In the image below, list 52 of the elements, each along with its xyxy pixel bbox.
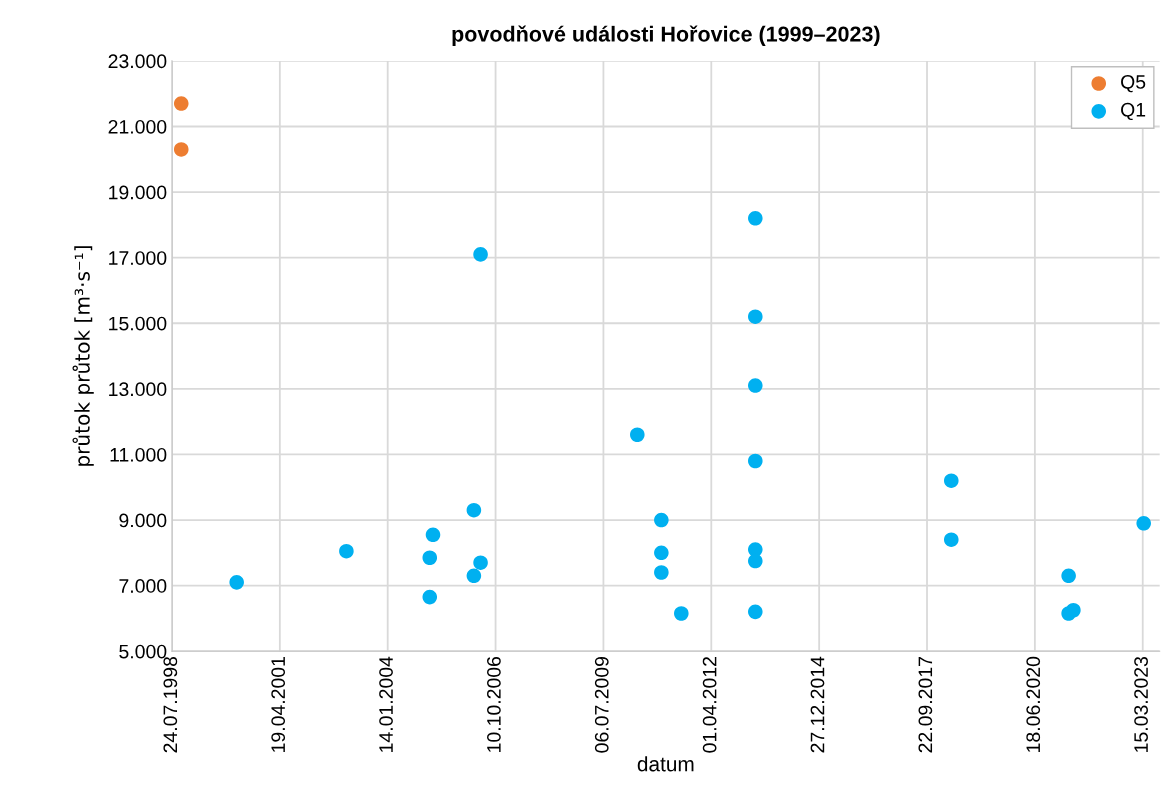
point — [654, 565, 669, 580]
point — [1136, 516, 1151, 531]
point — [466, 502, 482, 518]
x-tick-label: 06.07.2009 — [594, 657, 609, 753]
x-tick-label: 15.03.2023 — [1134, 656, 1148, 752]
point — [466, 568, 482, 584]
x-tick-label: 24.07.1998 — [163, 656, 178, 753]
point — [425, 527, 441, 543]
x-tick-label: 14.01.2004 — [379, 656, 393, 752]
point — [748, 453, 763, 469]
point — [1061, 568, 1076, 584]
point — [173, 142, 189, 157]
x-axis-title: datum — [637, 756, 694, 772]
y-tick-label: 9.000 — [119, 513, 167, 528]
y-tick-label: 11.000 — [110, 447, 167, 462]
point — [944, 473, 959, 488]
y-tick-label: 15.000 — [109, 316, 167, 331]
point — [654, 545, 669, 561]
point — [748, 604, 763, 620]
point — [339, 543, 354, 559]
point — [944, 532, 959, 547]
x-tick-label: 18.06.2020 — [1026, 656, 1041, 752]
point — [630, 427, 645, 443]
point — [229, 575, 244, 590]
point — [674, 606, 689, 621]
y-tick-label: 19.000 — [109, 185, 167, 200]
legend-label: Q5 — [1121, 75, 1146, 93]
y-tick-label: 13.000 — [109, 382, 167, 397]
y-axis-title: průtok průtok [m³·s⁻¹] — [72, 246, 94, 466]
point — [1066, 602, 1081, 618]
x-tick-label: 22.09.2017 — [918, 657, 933, 753]
x-tick-label: 27.12.2014 — [810, 656, 825, 753]
point — [173, 96, 189, 111]
x-tick-label: 10.10.2006 — [487, 656, 501, 752]
point — [422, 589, 438, 605]
y-tick-label: 23.000 — [108, 54, 167, 69]
point — [748, 378, 763, 393]
point — [748, 553, 763, 569]
x-tick-label: 01.04.2012 — [702, 657, 717, 753]
y-tick-label: 5.000 — [119, 644, 167, 659]
y-tick-label: 17.000 — [109, 251, 167, 265]
point — [473, 555, 488, 570]
chart-title: povodňové události Hořovice (1999–2023) — [452, 25, 880, 46]
y-tick-label: 7.000 — [119, 579, 167, 593]
point — [748, 309, 763, 324]
point — [748, 211, 763, 226]
legend-label: Q1 — [1121, 102, 1146, 121]
x-tick-label: 19.04.2001 — [271, 657, 286, 752]
point — [473, 247, 488, 262]
y-tick-label: 21.000 — [108, 119, 167, 134]
point — [654, 512, 669, 528]
point — [422, 550, 438, 566]
